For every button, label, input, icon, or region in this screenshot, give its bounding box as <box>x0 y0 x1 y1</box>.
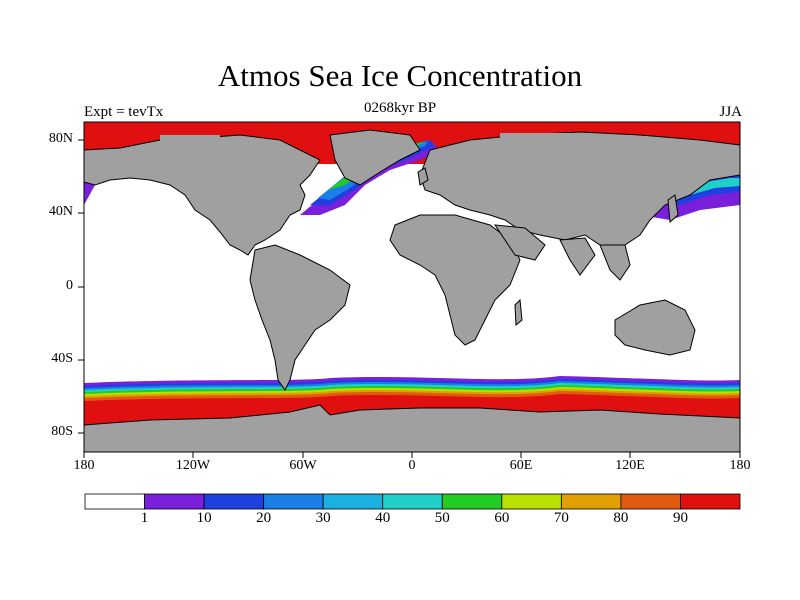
colorbar-label: 30 <box>315 510 331 526</box>
colorbar-label: 40 <box>375 510 391 526</box>
colorbar-segment <box>203 493 265 510</box>
season-label: JJA <box>719 104 742 120</box>
arctic-land-patches <box>160 133 580 143</box>
y-tick-label: 40N <box>48 204 73 219</box>
colorbar-segment <box>84 493 145 510</box>
colorbar-label: 1 <box>140 510 149 526</box>
colorbar-label: 90 <box>672 510 688 526</box>
axis-ticks <box>78 139 741 458</box>
colorbar-segment <box>144 493 205 510</box>
colorbar-label: 60 <box>494 510 510 526</box>
colorbar-segment <box>263 493 324 510</box>
colorbar-segment <box>382 493 443 510</box>
colorbar-label: 80 <box>613 510 629 526</box>
colorbar <box>84 493 741 510</box>
y-tick-label: 80S <box>51 424 73 439</box>
colorbar-segment <box>501 493 562 510</box>
x-tick-label: 180 <box>729 458 751 473</box>
colorbar-segment <box>680 493 741 510</box>
x-tick-label: 120E <box>615 458 645 473</box>
colorbar-segment <box>441 493 503 510</box>
colorbar-segment <box>620 493 681 510</box>
x-tick-label: 0 <box>408 458 416 473</box>
colorbar-label: 50 <box>434 510 450 526</box>
y-tick-label: 80N <box>48 131 73 146</box>
y-tick-label: 0 <box>66 278 73 293</box>
experiment-label: Expt = tevTx <box>84 104 164 120</box>
colorbar-segment <box>322 493 384 510</box>
x-tick-label: 60W <box>289 458 317 473</box>
colorbar-label: 70 <box>553 510 569 526</box>
colorbar-label: 20 <box>256 510 272 526</box>
x-tick-label: 180 <box>73 458 95 473</box>
y-tick-label: 40S <box>51 351 73 366</box>
land <box>84 129 740 452</box>
colorbar-label: 10 <box>196 510 212 526</box>
x-tick-label: 60E <box>509 458 533 473</box>
map-title: Atmos Sea Ice Concentration <box>217 58 583 93</box>
map-subtitle: 0268kyr BP <box>363 100 437 116</box>
x-tick-label: 120W <box>175 458 211 473</box>
colorbar-segment <box>560 493 622 510</box>
